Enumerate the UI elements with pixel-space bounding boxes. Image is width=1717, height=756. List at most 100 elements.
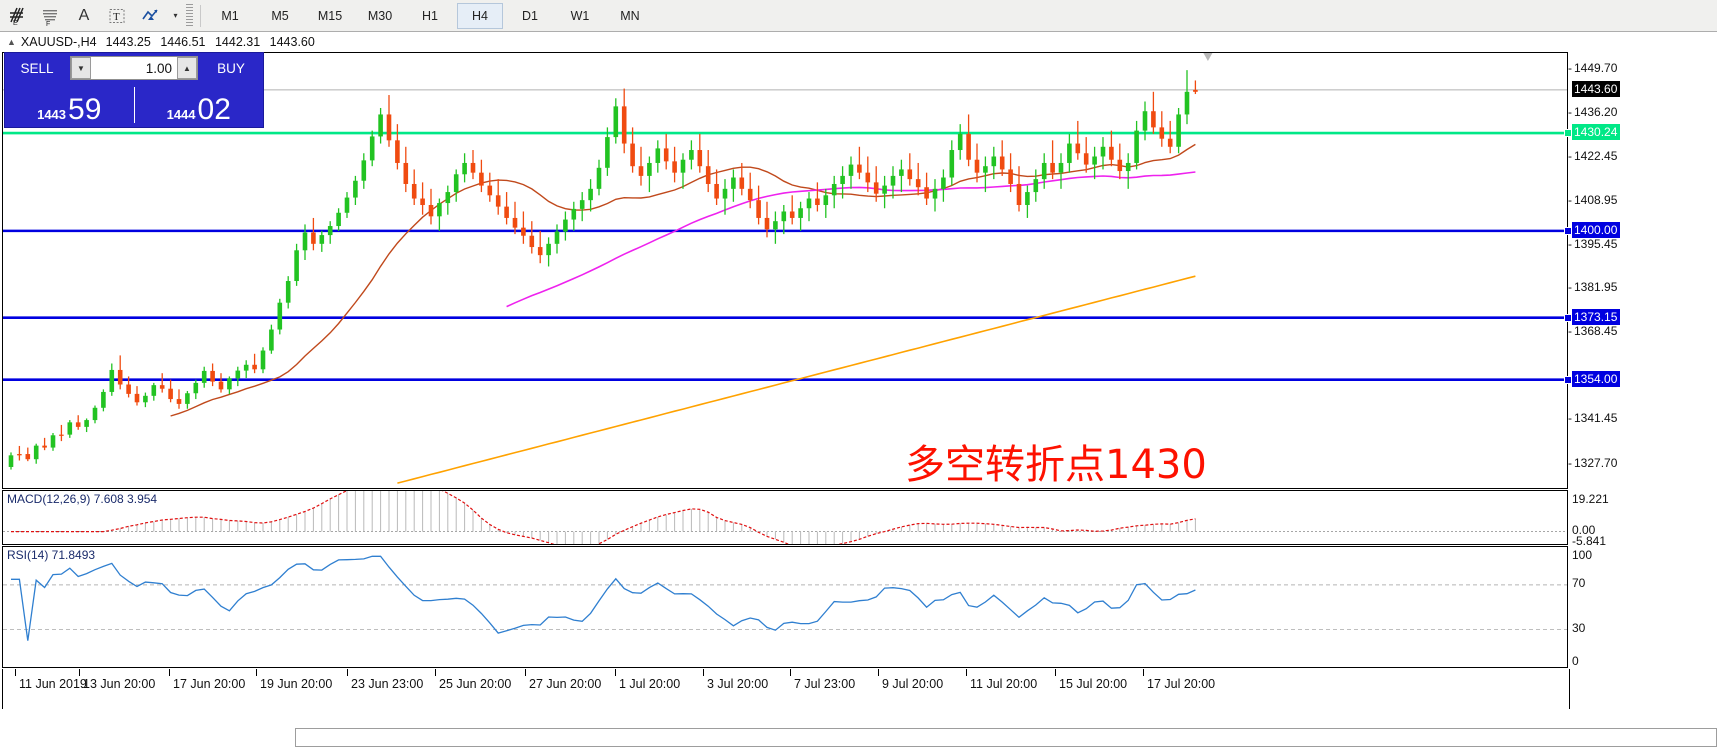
time-tick-label: 23 Jun 23:00 (351, 677, 424, 691)
macd-canvas (3, 491, 1567, 544)
ohlc-close: 1443.60 (269, 35, 315, 49)
time-tick-label: 3 Jul 20:00 (707, 677, 769, 691)
time-tick (1143, 669, 1144, 676)
time-tick-label: 27 Jun 20:00 (529, 677, 602, 691)
ask-price-pips: 02 (197, 93, 231, 126)
ask-price[interactable]: 1444 02 (135, 83, 264, 127)
macd-panel[interactable]: MACD(12,26,9) 7.608 3.954 (2, 490, 1568, 545)
bid-price[interactable]: 1443 59 (5, 83, 134, 127)
buy-button[interactable]: BUY (217, 60, 245, 76)
time-tick-label: 19 Jun 20:00 (260, 677, 333, 691)
sell-button[interactable]: SELL (20, 60, 54, 76)
indicators-icon[interactable]: E (3, 3, 33, 29)
time-tick (525, 669, 526, 676)
timeframe-m1[interactable]: M1 (221, 8, 239, 23)
chart-annotation-text: 多空转折点1430 (905, 442, 1207, 488)
rsi-canvas (3, 555, 1567, 641)
price-tick-label: -1449.70 (1568, 61, 1618, 76)
time-tick-label: 25 Jun 20:00 (439, 677, 512, 691)
time-tick-label: 11 Jun 2019 (19, 677, 87, 691)
time-tick (15, 669, 16, 676)
price-level-handle[interactable] (1564, 129, 1572, 138)
macd-tick-label: 19.221 (1572, 492, 1609, 506)
price-tick-label: -1408.95 (1568, 192, 1618, 207)
price-tick-label: -1368.45 (1568, 323, 1618, 338)
toolbar-separator (200, 4, 201, 27)
price-scale[interactable]: -1449.70 -1436.20 -1422.45 -1408.95 -1395.45… (1564, 52, 1717, 669)
timeframe-w1[interactable]: W1 (570, 8, 590, 23)
time-tick-label: 11 Jul 20:00 (970, 677, 1038, 691)
ohlc-high: 1446.51 (160, 35, 206, 49)
ohlc-open: 1443.25 (105, 35, 151, 49)
collapse-icon[interactable]: ▲ (7, 37, 16, 47)
time-scale[interactable]: 11 Jun 2019 13 Jun 20:00 17 Jun 20:00 19 Ju… (2, 669, 1570, 709)
time-tick-label: 13 Jun 20:00 (83, 677, 156, 691)
time-tick (169, 669, 170, 676)
text-label-icon[interactable]: T (102, 3, 132, 29)
time-tick (347, 669, 348, 676)
ohlc-low: 1442.31 (214, 35, 261, 49)
price-tick-label: -1395.45 (1568, 236, 1618, 251)
time-tick (256, 669, 257, 676)
objects-icon[interactable] (135, 3, 165, 29)
chevron-down-icon: ▾ (173, 11, 178, 20)
objects-dropdown-caret[interactable]: ▾ (168, 3, 182, 29)
price-tick-label: -1422.45 (1568, 149, 1618, 164)
timeframe-d1[interactable]: D1 (522, 8, 538, 23)
horizontal-scrollbar[interactable] (295, 728, 1717, 747)
price-level-handle[interactable] (1564, 313, 1572, 322)
volume-stepper[interactable]: ▼ 1.00 ▲ (70, 56, 198, 80)
timeframe-m30[interactable]: M30 (367, 8, 393, 23)
macd-tick-label: -5.841 (1572, 534, 1607, 548)
price-level-handle[interactable] (1564, 226, 1572, 235)
quotes-row: 1443 59 1444 02 (5, 83, 263, 127)
symbol-ohlc-bar: ▲ XAUUSD-,H4 1443.25 1446.51 1442.31 144… (0, 32, 1717, 52)
one-click-trading-panel[interactable]: SELL ▼ 1.00 ▲ BUY 1443 59 1444 02 (4, 52, 264, 128)
rsi-label: RSI(14) 71.8493 (7, 548, 96, 562)
volume-increment-button[interactable]: ▲ (177, 57, 197, 79)
time-tick (966, 669, 967, 676)
time-tick-label: 15 Jul 20:00 (1059, 677, 1128, 691)
time-tick-label: 9 Jul 20:00 (882, 677, 944, 691)
rsi-tick-label: 70 (1572, 575, 1586, 590)
price-level-label[interactable]: 1400.00 (1572, 221, 1621, 238)
bid-price-big-part: 1443 (37, 107, 67, 122)
time-tick-label: 1 Jul 20:00 (619, 677, 681, 691)
rsi-tick-label: 30 (1572, 620, 1586, 635)
price-level-label[interactable]: 1430.24 (1572, 124, 1621, 141)
rsi-panel[interactable]: RSI(14) 71.8493 (2, 546, 1568, 668)
price-level-handle[interactable] (1564, 375, 1572, 384)
time-tick-label: 17 Jul 20:00 (1147, 677, 1216, 691)
time-tick-label: 7 Jul 23:00 (794, 677, 856, 691)
time-tick (1055, 669, 1056, 676)
rsi-tick-label: 0 (1572, 654, 1579, 668)
timeframe-h4[interactable]: H4 (457, 2, 503, 29)
timeframe-mn[interactable]: MN (620, 8, 640, 23)
main-toolbar: E F A T ▾ M1 M5 M15 M30 H1 H4 D1 W1 (0, 0, 1717, 32)
svg-text:E: E (13, 20, 18, 26)
volume-decrement-button[interactable]: ▼ (71, 57, 91, 79)
time-tick (615, 669, 616, 676)
bid-price-pips: 59 (68, 93, 102, 126)
time-tick (878, 669, 879, 676)
price-level-label[interactable]: 1354.00 (1572, 370, 1621, 387)
svg-text:T: T (113, 11, 120, 23)
rsi-tick-label: 100 (1572, 548, 1593, 562)
trade-buttons-row: SELL ▼ 1.00 ▲ BUY (5, 53, 263, 83)
time-tick (703, 669, 704, 676)
volume-input[interactable]: 1.00 (145, 60, 172, 76)
time-tick-label: 17 Jun 20:00 (173, 677, 246, 691)
periodicity-icon[interactable]: F (36, 3, 66, 29)
toolbar-drag-grip[interactable] (186, 3, 193, 28)
price-chart-canvas (3, 53, 1567, 484)
text-tool-icon[interactable]: A (78, 6, 90, 24)
quote-divider (133, 87, 135, 123)
time-tick (790, 669, 791, 676)
price-tick-label: -1341.45 (1568, 411, 1618, 426)
timeframe-h1[interactable]: H1 (422, 8, 438, 23)
timeframe-m15[interactable]: M15 (317, 8, 343, 23)
price-level-label[interactable]: 1373.15 (1572, 308, 1621, 325)
chart-area[interactable]: MACD(12,26,9) 7.608 3.954 RSI(14) 71.849… (0, 52, 1717, 756)
last-price-label[interactable]: 1443.60 (1572, 80, 1621, 97)
timeframe-m5[interactable]: M5 (271, 8, 289, 23)
